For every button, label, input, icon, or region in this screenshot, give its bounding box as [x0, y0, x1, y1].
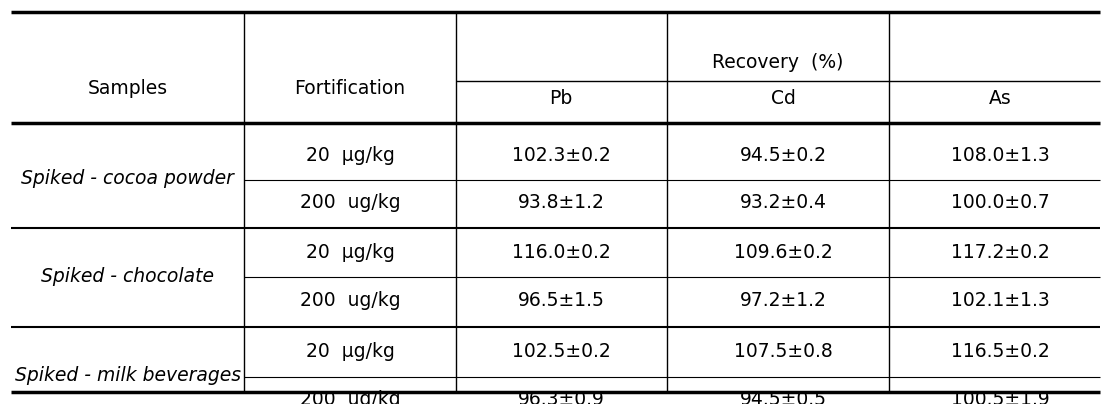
- Text: Pb: Pb: [550, 89, 572, 109]
- Text: 200  ug/kg: 200 ug/kg: [300, 390, 400, 404]
- Text: 93.2±0.4: 93.2±0.4: [740, 192, 827, 212]
- Text: 107.5±0.8: 107.5±0.8: [734, 342, 832, 361]
- Text: 20  μg/kg: 20 μg/kg: [306, 146, 394, 165]
- Text: Spiked - chocolate: Spiked - chocolate: [41, 267, 214, 286]
- Text: Recovery  (%): Recovery (%): [712, 53, 843, 72]
- Text: Spiked - cocoa powder: Spiked - cocoa powder: [21, 169, 234, 188]
- Text: 100.0±0.7: 100.0±0.7: [951, 192, 1049, 212]
- Text: 100.5±1.9: 100.5±1.9: [951, 390, 1049, 404]
- Text: 102.1±1.3: 102.1±1.3: [951, 291, 1049, 311]
- Text: 93.8±1.2: 93.8±1.2: [518, 192, 604, 212]
- Text: 94.5±0.5: 94.5±0.5: [740, 390, 827, 404]
- Text: 200  ug/kg: 200 ug/kg: [300, 291, 400, 311]
- Text: 102.5±0.2: 102.5±0.2: [512, 342, 610, 361]
- Text: As: As: [989, 89, 1011, 109]
- Text: Cd: Cd: [771, 89, 795, 109]
- Text: 116.5±0.2: 116.5±0.2: [951, 342, 1049, 361]
- Text: 20  μg/kg: 20 μg/kg: [306, 342, 394, 361]
- Text: Spiked - milk beverages: Spiked - milk beverages: [14, 366, 241, 385]
- Text: 97.2±1.2: 97.2±1.2: [740, 291, 827, 311]
- Text: 109.6±0.2: 109.6±0.2: [734, 243, 832, 262]
- Text: 116.0±0.2: 116.0±0.2: [512, 243, 610, 262]
- Text: 117.2±0.2: 117.2±0.2: [951, 243, 1049, 262]
- Text: 96.3±0.9: 96.3±0.9: [518, 390, 604, 404]
- Text: 200  ug/kg: 200 ug/kg: [300, 192, 400, 212]
- Text: 20  μg/kg: 20 μg/kg: [306, 243, 394, 262]
- Text: 96.5±1.5: 96.5±1.5: [518, 291, 604, 311]
- Text: 108.0±1.3: 108.0±1.3: [951, 146, 1049, 165]
- Text: 102.3±0.2: 102.3±0.2: [512, 146, 610, 165]
- Text: Samples: Samples: [88, 79, 168, 99]
- Text: Fortification: Fortification: [294, 79, 406, 99]
- Text: 94.5±0.2: 94.5±0.2: [740, 146, 827, 165]
